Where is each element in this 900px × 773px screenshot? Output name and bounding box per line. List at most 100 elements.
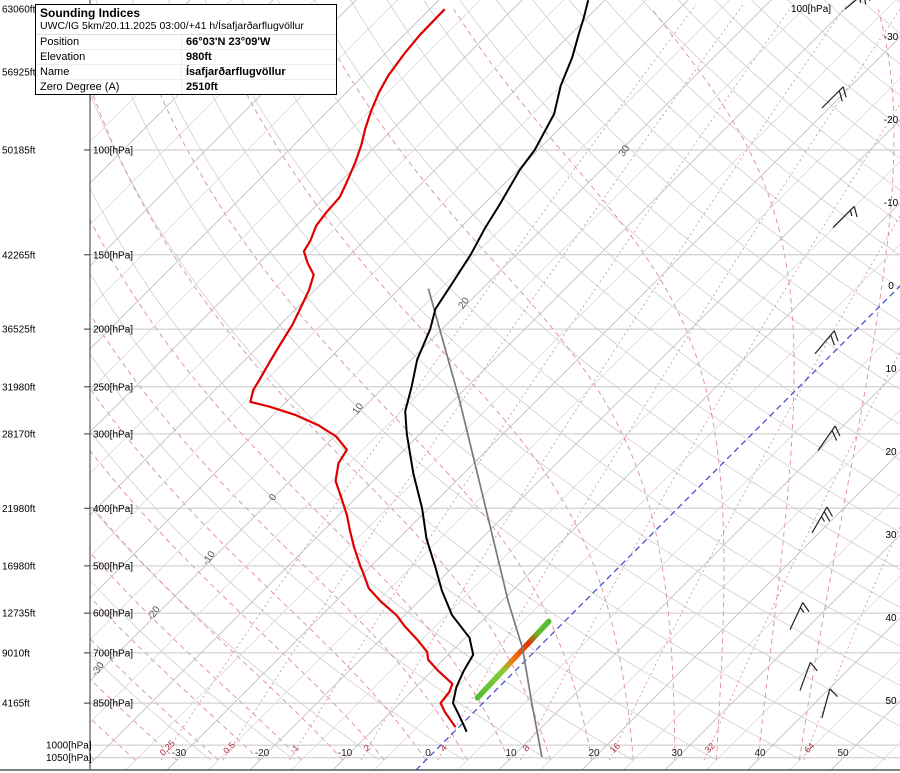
right-temp-label: 0 bbox=[888, 281, 894, 292]
isotherm-line bbox=[90, 0, 647, 557]
moist-adiabat bbox=[90, 313, 468, 761]
isotherm-line bbox=[581, 451, 900, 770]
dewpoint-curve bbox=[249, 8, 457, 728]
dry-adiabat bbox=[532, 0, 900, 322]
pressure-label: 600[hPa] bbox=[93, 609, 133, 620]
bottom-temp-label: -20 bbox=[255, 748, 270, 759]
pressure-label: 700[hPa] bbox=[93, 648, 133, 659]
bottom-temp-label: 20 bbox=[588, 748, 600, 759]
moist-adiabat bbox=[90, 551, 302, 761]
isotherm-line bbox=[540, 410, 900, 770]
dry-adiabat bbox=[90, 353, 549, 761]
dry-adiabat bbox=[90, 92, 802, 761]
isotherm-line bbox=[90, 0, 855, 765]
isotherm-line bbox=[249, 119, 900, 770]
wind-barb bbox=[832, 205, 858, 229]
wind-barb-staff bbox=[817, 425, 836, 451]
isotherm-line bbox=[90, 0, 564, 474]
pressure-label: 400[hPa] bbox=[93, 504, 133, 515]
info-row-name: Name Ísafjarðarflugvöllur bbox=[36, 65, 336, 80]
bottom-temp-label: 0 bbox=[425, 748, 431, 759]
pressure-label: 300[hPa] bbox=[93, 429, 133, 440]
wind-barb-full bbox=[802, 602, 810, 612]
altitude-label: 21980ft bbox=[2, 504, 36, 515]
wind-barb-full bbox=[830, 334, 836, 346]
info-value: 980ft bbox=[181, 50, 336, 64]
isotherm-line bbox=[706, 576, 900, 770]
isotherm-line bbox=[90, 0, 730, 640]
dry-adiabat bbox=[168, 0, 900, 686]
moist-adiabat bbox=[798, 9, 895, 761]
wind-barbs bbox=[789, 0, 871, 718]
wind-barb-full bbox=[853, 206, 858, 218]
isotherm-line bbox=[90, 0, 689, 599]
info-row-zero-degree: Zero Degree (A) 2510ft bbox=[36, 80, 336, 94]
wind-barb-staff bbox=[814, 330, 835, 355]
pressure-label: 150[hPa] bbox=[93, 250, 133, 261]
dry-adiabat bbox=[386, 0, 900, 461]
wind-barb-full bbox=[809, 662, 818, 672]
isotherm-line bbox=[90, 0, 440, 350]
moist-adiabat bbox=[90, 218, 510, 761]
wind-barb-staff bbox=[832, 205, 855, 229]
dry-adiabat bbox=[423, 0, 900, 425]
right-temp-label: -30 bbox=[884, 32, 899, 43]
wind-barb-full bbox=[834, 425, 841, 437]
info-label: Zero Degree (A) bbox=[40, 81, 120, 93]
wind-barb-half bbox=[820, 516, 826, 522]
wind-barb bbox=[811, 506, 834, 534]
mixing-ratio-line bbox=[803, 525, 900, 761]
wind-barb-full bbox=[838, 90, 843, 102]
wind-barb-full bbox=[864, 0, 867, 5]
wind-barb-staff bbox=[844, 0, 857, 10]
right-temp-label: 30 bbox=[885, 530, 897, 541]
bottom-pressure-label: 1000[hPa] bbox=[46, 741, 92, 752]
isotherm-line bbox=[90, 0, 232, 142]
altitude-label: 42265ft bbox=[2, 250, 36, 261]
altitude-label: 50185ft bbox=[2, 146, 36, 157]
wind-barb bbox=[799, 662, 818, 691]
isotherm-line bbox=[457, 327, 900, 770]
isotherm-line bbox=[125, 0, 896, 770]
bottom-temp-label: -10 bbox=[338, 748, 353, 759]
altitude-label: 36525ft bbox=[2, 325, 36, 336]
mixing-ratio-line bbox=[360, 4, 847, 761]
top-right-pressure-label: 100[hPa] bbox=[791, 4, 831, 15]
right-temp-label: -10 bbox=[884, 198, 899, 209]
wind-barb bbox=[789, 602, 810, 630]
altitude-label: 56925ft bbox=[2, 68, 36, 79]
dry-adiabat bbox=[568, 0, 900, 289]
dry-adiabat bbox=[605, 0, 900, 256]
isotherm-line bbox=[90, 0, 398, 308]
bottom-pressure-label: 1050[hPa] bbox=[46, 753, 92, 764]
wind-barb-half bbox=[859, 0, 862, 4]
wind-barb-staff bbox=[789, 602, 804, 630]
wind-barb bbox=[844, 0, 871, 10]
bottom-temp-label: 30 bbox=[671, 748, 683, 759]
right-axis-labels: -30 -20 -10 0 10 20 30 40 50 bbox=[884, 32, 899, 707]
moist-adiabat bbox=[90, 84, 551, 761]
left-axis-labels: 63060ft 56925ft 50185ft 100[hPa] 42265ft 150[… bbox=[2, 5, 133, 765]
wind-barb-staff bbox=[799, 662, 811, 691]
isotherm-line bbox=[90, 0, 315, 225]
temperature-curve bbox=[404, 0, 590, 733]
dry-adiabat bbox=[204, 0, 900, 647]
info-row-position: Position 66°03'N 23°09'W bbox=[36, 35, 336, 50]
right-temp-label: 40 bbox=[885, 613, 897, 624]
dry-adiabat bbox=[131, 0, 900, 727]
wind-barb bbox=[821, 688, 838, 718]
wind-barb bbox=[817, 425, 841, 451]
wind-barb-full bbox=[829, 688, 838, 698]
wind-barb-full bbox=[842, 86, 847, 98]
right-temp-label: 50 bbox=[885, 696, 897, 707]
moist-adiabat bbox=[90, 596, 261, 761]
wind-barb-full bbox=[823, 511, 831, 522]
isotherm-line bbox=[90, 0, 357, 267]
isotherm-line bbox=[166, 36, 900, 770]
sounding-indices-panel: Sounding Indices UWC/IG 5km/20.11.2025 0… bbox=[35, 4, 337, 95]
moist-adiabat bbox=[90, 503, 344, 761]
info-value: 2510ft bbox=[181, 80, 336, 94]
moist-adiabat bbox=[128, 9, 593, 761]
